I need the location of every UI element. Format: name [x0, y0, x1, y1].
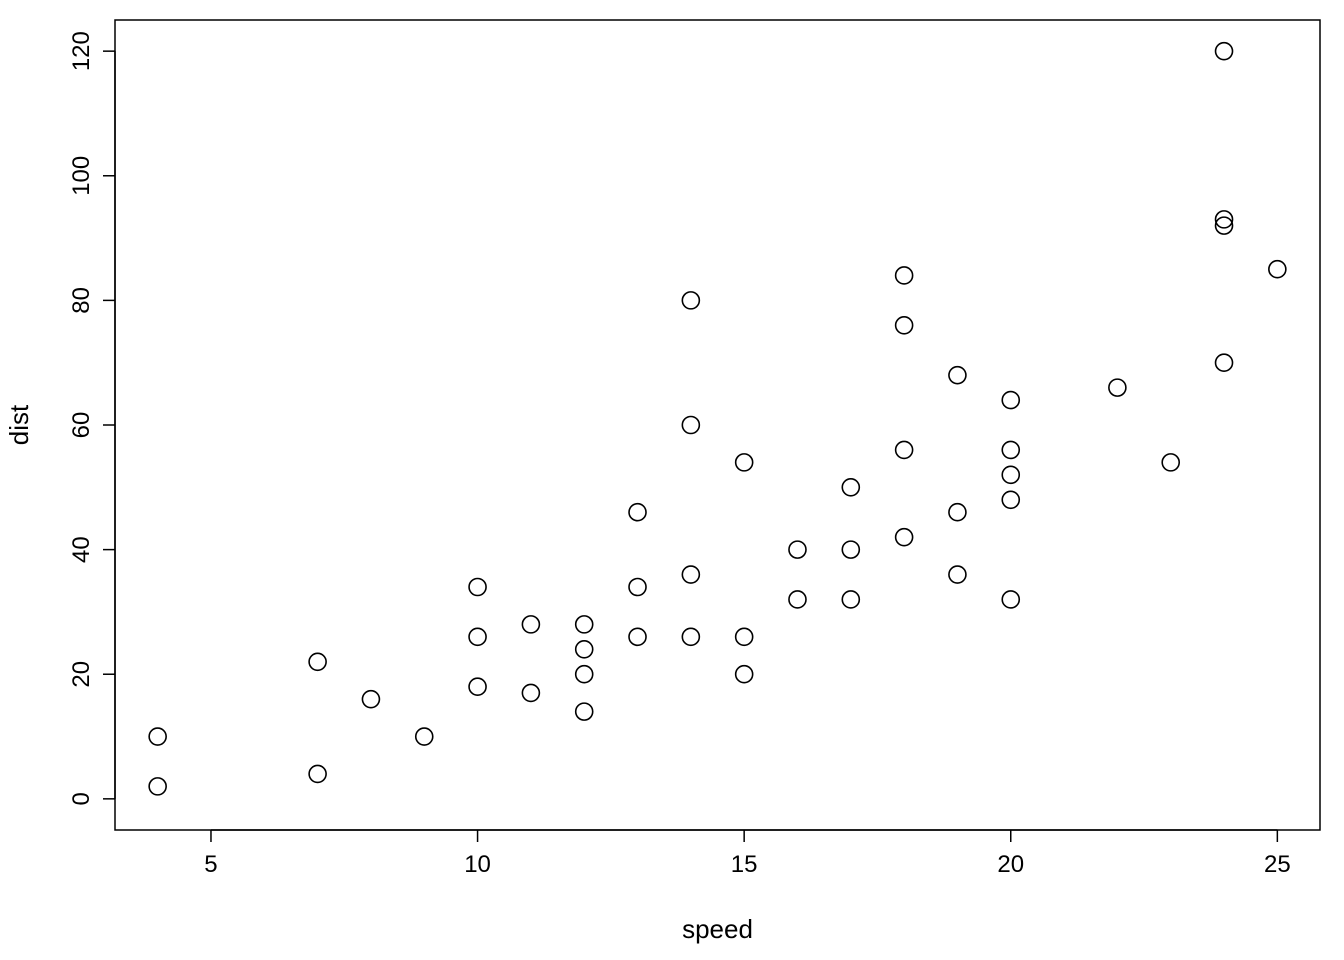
y-tick-label: 100 — [68, 156, 95, 196]
y-tick-label: 120 — [68, 31, 95, 71]
x-tick-label: 5 — [204, 851, 217, 878]
x-tick-label: 25 — [1264, 851, 1291, 878]
y-tick-label: 60 — [68, 412, 95, 439]
x-tick-label: 10 — [464, 851, 491, 878]
scatter-chart: 5 10 15 20 25 0 20 40 60 80 100 120 speed dist — [0, 0, 1344, 960]
x-axis-label: speed — [682, 914, 753, 944]
y-axis-label: dist — [4, 404, 34, 445]
y-tick-label: 20 — [68, 661, 95, 688]
y-tick-label: 40 — [68, 536, 95, 563]
x-tick-label: 20 — [997, 851, 1024, 878]
x-tick-label: 15 — [731, 851, 758, 878]
y-tick-label: 80 — [68, 287, 95, 314]
y-tick-label: 0 — [68, 792, 95, 805]
